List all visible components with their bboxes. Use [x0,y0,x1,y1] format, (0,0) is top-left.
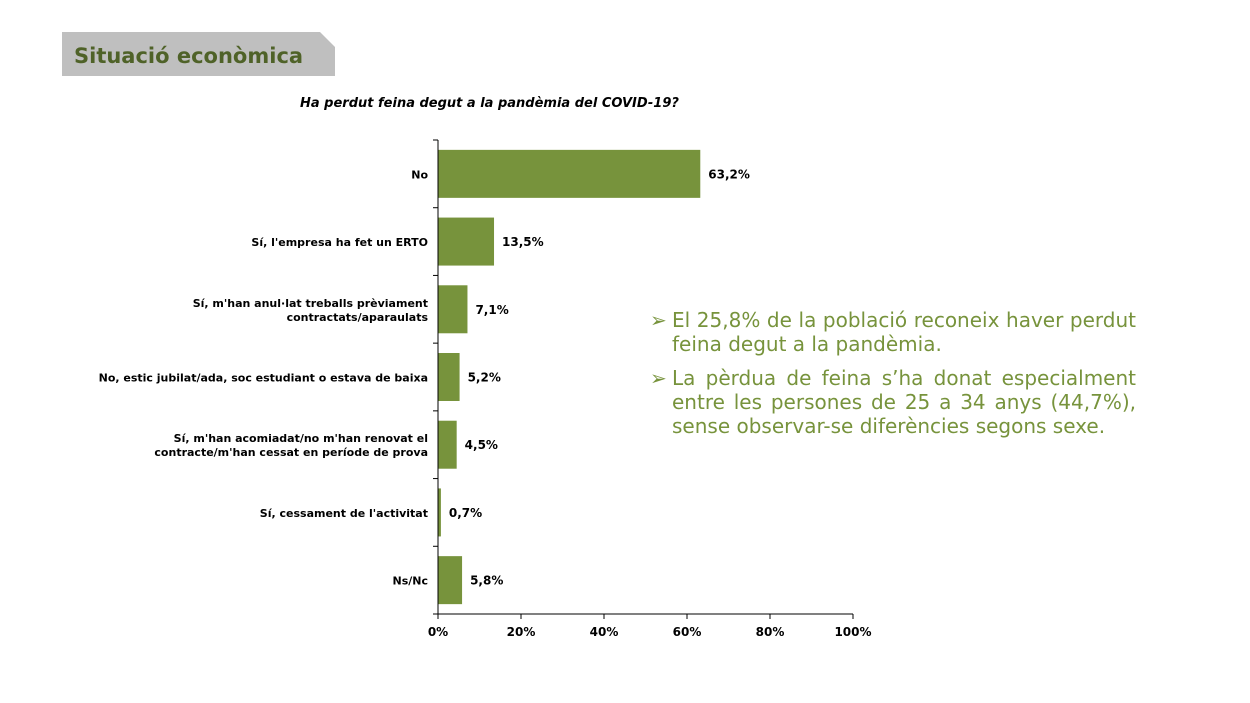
category-label: Sí, m'han acomiadat/no m'han renovat el [174,432,428,445]
category-label: No, estic jubilat/ada, soc estudiant o e… [99,372,428,385]
data-label: 4,5% [465,438,498,452]
category-label: Sí, m'han anul·lat treballs prèviament [193,297,428,310]
data-label: 7,1% [475,303,508,317]
bar [438,285,468,334]
bar [438,420,457,469]
category-label: contractats/aparaulats [287,311,429,324]
category-label: Ns/Nc [393,575,429,588]
notes-panel: ➢ El 25,8% de la població reconeix haver… [648,308,1136,448]
data-label: 0,7% [449,506,482,520]
category-label: Sí, l'empresa ha fet un ERTO [251,236,428,249]
arrow-bullet-icon: ➢ [650,308,667,332]
arrow-bullet-icon: ➢ [650,366,667,390]
note-text: La pèrdua de feina s’ha donat especialme… [672,366,1136,438]
bar [438,488,441,537]
note-item: ➢ El 25,8% de la població reconeix haver… [648,308,1136,356]
x-tick-label: 0% [428,625,448,639]
category-label: Sí, cessament de l'activitat [260,507,428,520]
section-header-background [62,32,335,76]
bar [438,217,495,266]
section-header: Situació econòmica [62,32,335,76]
x-tick-label: 80% [756,625,785,639]
x-tick-label: 100% [834,625,871,639]
category-label: contracte/m'han cessat en període de pro… [154,446,428,459]
bar [438,149,701,198]
data-label: 63,2% [708,167,750,181]
data-label: 13,5% [502,235,544,249]
x-tick-label: 20% [507,625,536,639]
data-label: 5,2% [468,371,501,385]
category-label: No [411,168,428,181]
bar [438,353,460,401]
section-title: Situació econòmica [74,44,304,68]
x-tick-label: 40% [590,625,619,639]
note-text: El 25,8% de la població reconeix haver p… [672,308,1136,356]
note-item: ➢ La pèrdua de feina s’ha donat especial… [648,366,1136,438]
x-tick-label: 60% [673,625,702,639]
chart-title: Ha perdut feina degut a la pandèmia del … [300,96,679,111]
bar [438,556,463,605]
data-label: 5,8% [470,574,503,588]
